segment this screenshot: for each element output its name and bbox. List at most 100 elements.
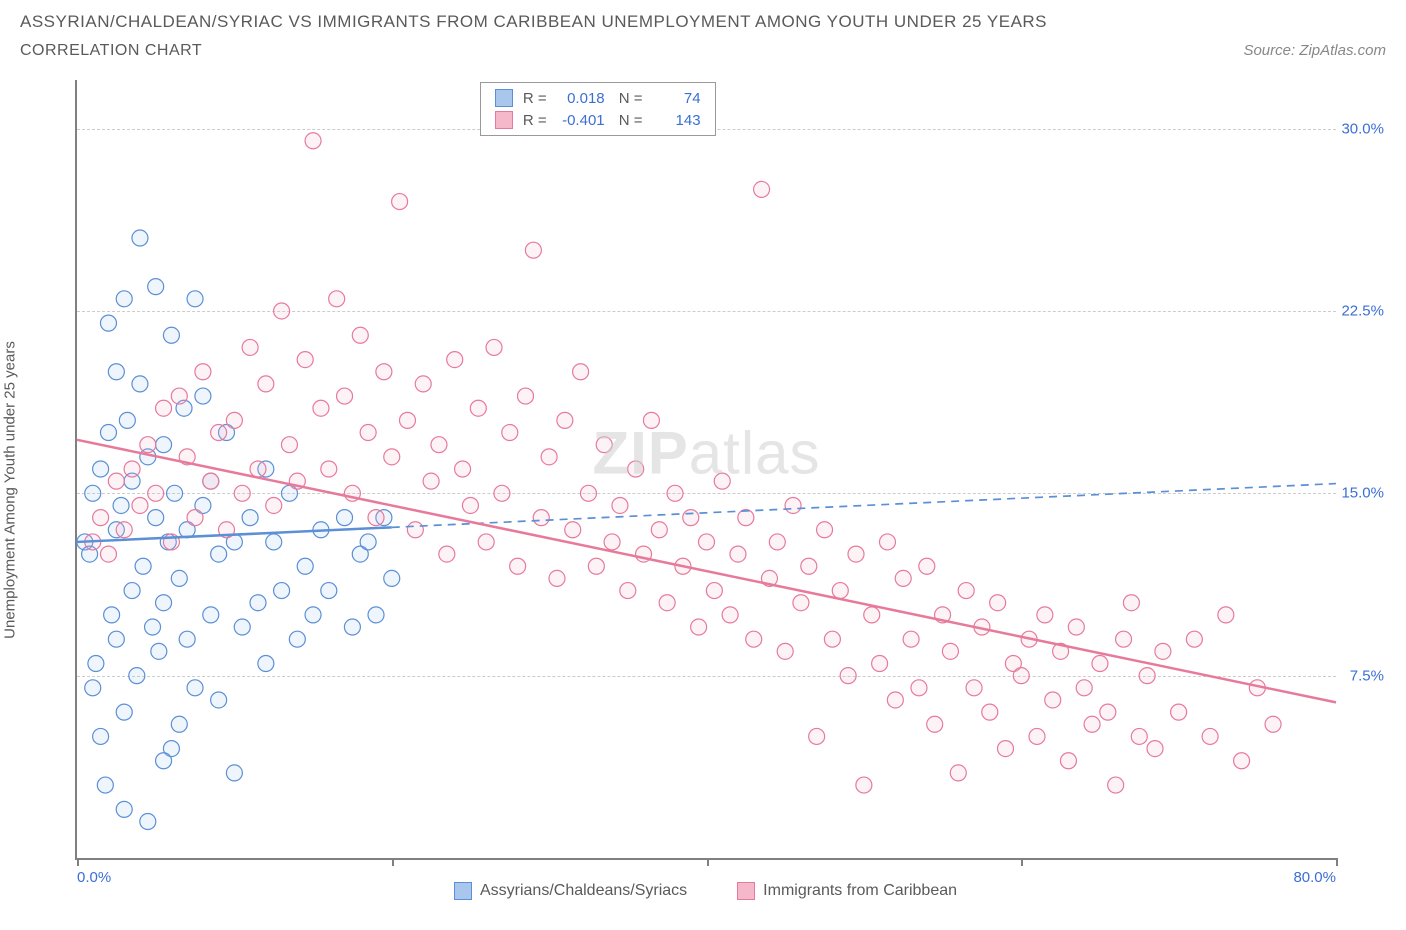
scatter-point xyxy=(628,461,644,477)
scatter-point xyxy=(1068,619,1084,635)
scatter-point xyxy=(274,583,290,599)
scatter-point xyxy=(368,510,384,526)
scatter-point xyxy=(156,595,172,611)
scatter-point xyxy=(140,814,156,830)
scatter-point xyxy=(156,437,172,453)
n-value-series2: 143 xyxy=(653,112,701,129)
scatter-point xyxy=(171,388,187,404)
scatter-point xyxy=(777,643,793,659)
swatch-series2 xyxy=(495,111,513,129)
scatter-point xyxy=(1060,753,1076,769)
plot-svg xyxy=(77,80,1336,858)
scatter-point xyxy=(93,510,109,526)
scatter-point xyxy=(93,461,109,477)
scatter-point xyxy=(596,437,612,453)
scatter-point xyxy=(119,412,135,428)
scatter-point xyxy=(510,558,526,574)
scatter-point xyxy=(533,510,549,526)
scatter-point xyxy=(950,765,966,781)
scatter-point xyxy=(565,522,581,538)
y-tick-label: 22.5% xyxy=(1341,302,1384,319)
scatter-point xyxy=(399,412,415,428)
scatter-point xyxy=(226,412,242,428)
legend-item-series1: Assyrians/Chaldeans/Syriacs xyxy=(454,882,687,900)
scatter-point xyxy=(167,485,183,501)
stats-row-series2: R = -0.401 N = 143 xyxy=(495,109,701,131)
scatter-point xyxy=(1045,692,1061,708)
subtitle-row: CORRELATION CHART Source: ZipAtlas.com xyxy=(20,42,1386,60)
scatter-point xyxy=(541,449,557,465)
scatter-point xyxy=(242,510,258,526)
scatter-point xyxy=(93,728,109,744)
scatter-point xyxy=(612,497,628,513)
scatter-point xyxy=(88,656,104,672)
scatter-point xyxy=(195,364,211,380)
scatter-point xyxy=(439,546,455,562)
scatter-point xyxy=(415,376,431,392)
scatter-point xyxy=(266,497,282,513)
scatter-point xyxy=(313,400,329,416)
scatter-point xyxy=(588,558,604,574)
scatter-point xyxy=(337,388,353,404)
scatter-point xyxy=(132,376,148,392)
scatter-point xyxy=(203,473,219,489)
scatter-point xyxy=(145,619,161,635)
scatter-point xyxy=(793,595,809,611)
scatter-point xyxy=(163,327,179,343)
x-tick xyxy=(707,858,709,866)
scatter-point xyxy=(156,400,172,416)
scatter-point xyxy=(407,522,423,538)
scatter-point xyxy=(966,680,982,696)
scatter-point xyxy=(895,570,911,586)
scatter-point xyxy=(817,522,833,538)
scatter-point xyxy=(1076,680,1092,696)
scatter-point xyxy=(927,716,943,732)
scatter-point xyxy=(785,497,801,513)
scatter-point xyxy=(171,716,187,732)
scatter-point xyxy=(305,133,321,149)
scatter-point xyxy=(195,388,211,404)
chart-container: Unemployment Among Youth under 25 years … xyxy=(20,80,1386,900)
scatter-point xyxy=(911,680,927,696)
scatter-point xyxy=(525,242,541,258)
scatter-point xyxy=(1131,728,1147,744)
scatter-point xyxy=(100,425,116,441)
scatter-point xyxy=(990,595,1006,611)
y-axis-label: Unemployment Among Youth under 25 years xyxy=(2,341,19,639)
scatter-point xyxy=(266,534,282,550)
scatter-point xyxy=(211,425,227,441)
scatter-point xyxy=(919,558,935,574)
scatter-point xyxy=(148,485,164,501)
scatter-point xyxy=(856,777,872,793)
scatter-point xyxy=(824,631,840,647)
scatter-point xyxy=(104,607,120,623)
scatter-point xyxy=(580,485,596,501)
scatter-point xyxy=(879,534,895,550)
scatter-point xyxy=(305,607,321,623)
y-tick-label: 7.5% xyxy=(1350,667,1384,684)
scatter-point xyxy=(129,668,145,684)
scatter-point xyxy=(116,522,132,538)
scatter-point xyxy=(116,801,132,817)
scatter-point xyxy=(659,595,675,611)
scatter-point xyxy=(730,546,746,562)
chart-subtitle: CORRELATION CHART xyxy=(20,42,202,60)
scatter-point xyxy=(148,279,164,295)
scatter-point xyxy=(289,631,305,647)
scatter-point xyxy=(447,352,463,368)
scatter-point xyxy=(1092,656,1108,672)
scatter-point xyxy=(1123,595,1139,611)
scatter-point xyxy=(329,291,345,307)
scatter-point xyxy=(297,352,313,368)
scatter-point xyxy=(903,631,919,647)
x-tick xyxy=(77,858,79,866)
legend-swatch-series1 xyxy=(454,882,472,900)
scatter-point xyxy=(234,485,250,501)
scatter-point xyxy=(108,631,124,647)
bottom-legend: Assyrians/Chaldeans/Syriacs Immigrants f… xyxy=(75,882,1336,900)
scatter-point xyxy=(643,412,659,428)
scatter-point xyxy=(344,619,360,635)
scatter-point xyxy=(132,497,148,513)
scatter-point xyxy=(1218,607,1234,623)
scatter-point xyxy=(502,425,518,441)
